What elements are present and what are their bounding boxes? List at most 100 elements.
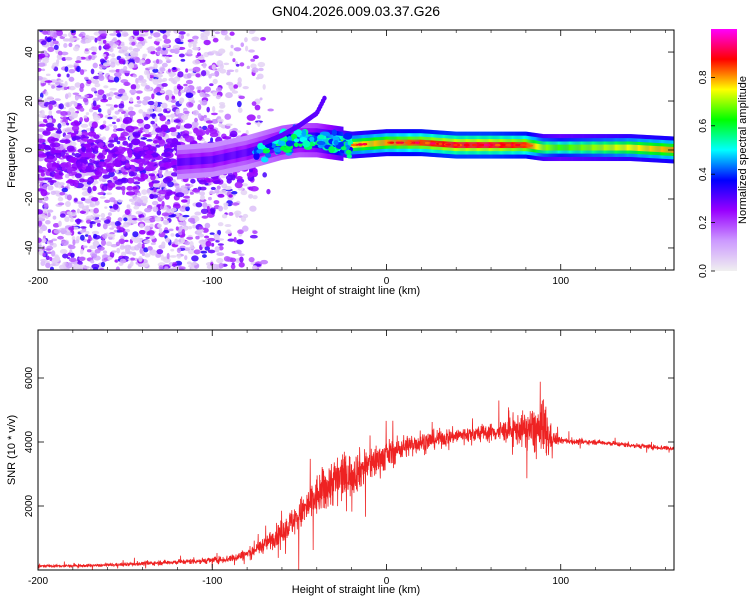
spectrogram-noise-speck <box>57 235 64 240</box>
spectrogram-noise-speck <box>42 196 49 202</box>
spectrogram-noise-speck <box>51 166 57 170</box>
spectrogram-noise-speck <box>46 162 54 169</box>
spectrogram-ridge-slice <box>184 157 186 166</box>
spectrogram-noise-speck <box>38 177 46 181</box>
spectrogram-noise-speck <box>228 194 233 198</box>
spectrogram-noise-speck <box>38 220 42 227</box>
spectrogram-hotspot <box>453 143 458 147</box>
spectrogram-noise-speck <box>216 185 221 190</box>
spectrogram-ridge-slice <box>569 144 572 151</box>
spectrogram-noise-speck <box>192 66 201 73</box>
spectrogram-ridge-slice <box>577 144 579 151</box>
spectrogram-noise-speck <box>64 231 73 236</box>
spectrogram-ridge-slice <box>222 153 225 162</box>
spectrogram-ridge-slice <box>625 144 627 151</box>
spectrogram-ridge-slice <box>207 156 209 164</box>
spectrogram-blob <box>293 129 302 135</box>
spectrogram-ridge-slice <box>650 145 652 152</box>
spectrogram-noise-speck <box>252 265 258 270</box>
snr-y-tick-label: 6000 <box>24 366 35 389</box>
snr-x-tick: -200 <box>28 330 48 587</box>
spectrogram-noise-speck <box>81 145 87 153</box>
spectrogram-noise-speck <box>55 130 63 134</box>
spectrogram-ridge-slice <box>666 146 668 153</box>
spectrogram-noise-speck <box>249 186 259 192</box>
spectrogram-ridge-slice <box>603 144 605 151</box>
spectrogram-noise-speck <box>164 121 171 125</box>
spectrogram-noise-speck <box>64 80 68 87</box>
spectrogram-noise-speck <box>48 109 53 117</box>
spectrogram-noise-speck <box>125 162 131 168</box>
colorbar-tick: 0.6 <box>698 118 715 133</box>
spectrogram-noise-speck <box>38 96 43 100</box>
spectrogram-noise-speck <box>133 181 141 185</box>
spectrogram-noise-speck <box>138 109 144 114</box>
spectrogram-noise-speck <box>161 212 170 217</box>
spectrogram-blob <box>280 145 287 151</box>
spectrogram-noise-speck <box>162 219 170 225</box>
spectrogram-ridge-slice <box>250 147 252 156</box>
spectrogram-blob <box>343 132 353 140</box>
spectrogram-noise-speck <box>174 238 179 244</box>
spectrogram-noise-speck <box>45 262 51 269</box>
spectrogram-noise-speck <box>150 120 155 125</box>
spectrogram-noise-speck <box>54 98 61 102</box>
spectrogram-noise-speck <box>180 58 186 62</box>
spectrogram-noise-speck <box>41 208 49 214</box>
spectrogram-noise-speck <box>142 198 148 204</box>
spectrogram-noise-speck <box>155 47 163 52</box>
spectrogram-noise-speck <box>135 210 143 215</box>
spectrogram-noise-speck <box>102 250 108 254</box>
spectrogram-noise-speck <box>216 257 224 264</box>
spectrogram-noise-speck <box>64 201 71 207</box>
spectrogram-ridge-slice <box>234 151 236 159</box>
spectrogram-ridge-slice <box>653 145 656 152</box>
spectrogram-noise-speck <box>71 152 75 156</box>
spectrogram-ridge-slice <box>624 144 626 151</box>
spectrogram-noise-speck <box>256 114 261 120</box>
spectrogram-x-tick: 0 <box>384 30 390 287</box>
spectrogram-noise-speck <box>68 158 76 163</box>
figure-title: GN04.2026.009.03.37.G26 <box>272 3 440 19</box>
spectrogram-noise-speck <box>53 149 63 154</box>
spectrogram-noise-speck <box>234 181 243 189</box>
spectrogram-noise-speck <box>92 100 97 107</box>
spectrogram-noise-speck <box>48 117 53 124</box>
spectrogram-noise-speck <box>46 251 53 254</box>
spectrogram-noise-speck <box>183 123 193 129</box>
spectrogram-noise-speck <box>117 109 124 112</box>
spectrogram-noise-speck <box>210 186 216 191</box>
spectrogram-noise-speck <box>42 252 46 257</box>
spectrogram-noise-speck <box>113 176 118 181</box>
spectrogram-ridge-slice <box>403 139 406 146</box>
spectrogram-ridge-slice <box>636 144 639 151</box>
spectrogram-noise-speck <box>42 177 53 181</box>
spectrogram-ridge-slice <box>421 139 423 146</box>
spectrogram-noise-speck <box>108 139 116 143</box>
spectrogram-noise-speck <box>92 185 97 192</box>
spectrogram-noise-speck <box>38 100 45 107</box>
spectrogram-noise-speck <box>72 92 80 96</box>
spectrogram-ridge-slice <box>211 156 213 164</box>
spectrogram-noise-speck <box>120 123 126 130</box>
spectrogram-noise-speck <box>80 229 84 234</box>
spectrogram-noise-speck <box>42 90 46 94</box>
spectrogram-ridge-slice <box>578 144 580 151</box>
spectrogram-noise-speck <box>209 190 214 193</box>
spectrogram-noise-speck <box>99 196 106 199</box>
spectrogram-noise-speck <box>104 206 108 209</box>
spectrogram-noise-speck <box>74 173 82 179</box>
spectrogram-noise-speck <box>147 100 155 106</box>
spectrogram-ridge-slice <box>576 144 578 151</box>
spectrogram-noise-speck <box>66 73 70 78</box>
spectrogram-noise-speck <box>91 121 98 129</box>
spectrogram-noise-speck <box>142 111 147 117</box>
spectrogram-ridge-slice <box>190 157 192 166</box>
spectrogram-noise-speck <box>64 101 73 108</box>
spectrogram-noise-speck <box>85 165 92 172</box>
spectrogram-noise-speck <box>132 74 138 78</box>
spectrogram-noise-speck <box>251 67 259 73</box>
spectrogram-noise-speck <box>144 253 151 258</box>
spectrogram-noise-speck <box>47 212 51 218</box>
spectrogram-ridge-slice <box>572 144 574 151</box>
